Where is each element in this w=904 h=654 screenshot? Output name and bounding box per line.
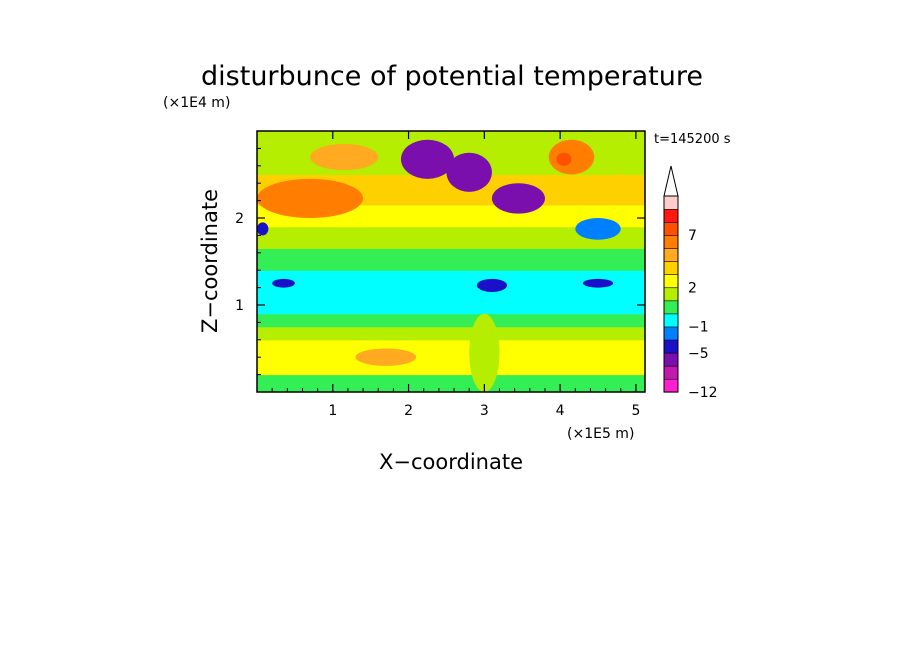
contour-region — [310, 144, 379, 171]
colorbar-swatch — [663, 261, 679, 276]
contour-region — [257, 339, 645, 376]
contour-region — [257, 374, 645, 392]
colorbar-swatch — [663, 313, 679, 328]
colorbar-swatch — [663, 339, 679, 354]
x-tick-label: 5 — [631, 403, 640, 419]
y-axis: 12 — [235, 147, 645, 376]
contour-field — [257, 131, 645, 392]
colorbar-tick-label: −5 — [688, 346, 709, 362]
colorbar-extend-arrow — [663, 165, 679, 197]
contour-region — [257, 226, 645, 249]
colorbar-frame — [663, 195, 679, 393]
y-tick-label: 1 — [235, 298, 244, 314]
contour-region — [257, 326, 645, 341]
x-tick-label: 2 — [404, 403, 413, 419]
contour-region — [469, 313, 500, 392]
colorbar-swatch — [663, 274, 679, 289]
colorbar-swatch — [663, 234, 679, 249]
time-label: t=145200 s — [654, 132, 731, 147]
contour-region — [491, 183, 545, 214]
chart-title: disturbunce of potential temperature — [201, 61, 703, 92]
y-unit-label: (×1E4 m) — [163, 95, 230, 111]
colorbar-swatch — [663, 378, 679, 393]
colorbar-swatch — [663, 326, 679, 341]
colorbar-swatch — [663, 365, 679, 380]
colorbar-swatch — [663, 352, 679, 367]
contour-region — [476, 278, 508, 292]
contour-region — [257, 204, 645, 228]
contour-region — [272, 278, 295, 288]
contour-region — [257, 222, 269, 236]
colorbar-swatch — [663, 208, 679, 223]
colorbar-tick-label: 7 — [688, 228, 697, 244]
contour-region — [457, 165, 473, 179]
contour-region — [257, 178, 364, 218]
contour-region — [556, 152, 572, 166]
x-tick-label: 4 — [556, 403, 565, 419]
contour-region — [575, 218, 621, 240]
colorbar-swatch — [663, 300, 679, 315]
contour-region — [598, 174, 645, 201]
x-axis-label: X−coordinate — [379, 450, 523, 474]
y-axis-label: Z−coordinate — [198, 189, 222, 333]
colorbar-tick-label: −1 — [688, 320, 709, 336]
contour-region — [582, 278, 614, 288]
contour-region — [419, 152, 436, 166]
colorbar-tick-label: 2 — [688, 280, 697, 296]
x-unit-label: (×1E5 m) — [567, 426, 634, 442]
y-tick-label: 2 — [235, 211, 244, 227]
colorbar-swatch — [663, 247, 679, 262]
plot-frame — [256, 130, 646, 393]
colorbar: 7 2 −1 −5 −12 — [663, 165, 718, 401]
contour-region — [257, 248, 645, 271]
x-axis: 1 2 3 4 5 — [271, 131, 640, 419]
colorbar-swatch — [663, 195, 679, 210]
colorbar-tick-label: −12 — [688, 385, 718, 401]
x-tick-label: 1 — [328, 403, 337, 419]
colorbar-swatch — [663, 287, 679, 302]
contour-region — [257, 313, 645, 328]
colorbar-swatch — [663, 221, 679, 236]
contour-region — [548, 139, 595, 175]
contour-region — [257, 270, 645, 315]
x-tick-label: 3 — [480, 403, 489, 419]
contour-region — [355, 348, 417, 366]
